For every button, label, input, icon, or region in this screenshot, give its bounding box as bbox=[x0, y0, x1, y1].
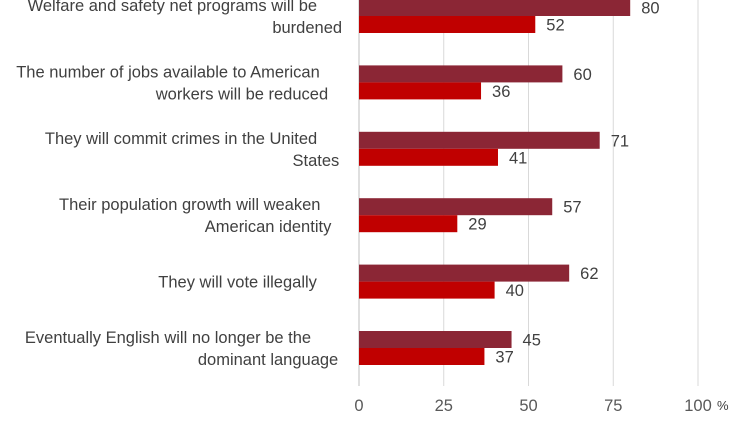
value-label-3-series-1: 29 bbox=[468, 216, 486, 234]
bar-2-series-1 bbox=[359, 148, 498, 166]
value-label-4-series-1: 40 bbox=[506, 282, 524, 300]
bar-2-series-0 bbox=[359, 131, 600, 149]
category-labels: Welfare and safety net programs will be b… bbox=[16, 0, 342, 369]
bar-4-series-0 bbox=[359, 264, 570, 282]
category-label-4: They will vote illegally bbox=[158, 274, 317, 292]
bar-0-series-0 bbox=[359, 0, 631, 16]
x-tick-label-3: 75 bbox=[604, 397, 622, 415]
bar-5-series-1 bbox=[359, 348, 485, 365]
x-tick-label-4: 100 bbox=[684, 397, 712, 415]
value-label-4-series-0: 62 bbox=[580, 265, 598, 283]
bar-5-series-0 bbox=[359, 331, 512, 348]
bar-1-series-1 bbox=[359, 82, 482, 100]
value-label-1-series-0: 60 bbox=[573, 66, 591, 84]
value-label-0-series-0: 80 bbox=[641, 0, 659, 18]
bar-3-series-1 bbox=[359, 215, 458, 233]
value-label-3-series-0: 57 bbox=[563, 199, 581, 217]
category-label-1: The number of jobs available to American… bbox=[16, 63, 328, 103]
value-label-2-series-0: 71 bbox=[611, 132, 629, 150]
x-axis-ticks: 0 25 50 75 100 bbox=[354, 397, 711, 415]
x-tick-label-2: 50 bbox=[519, 397, 537, 415]
value-label-0-series-1: 52 bbox=[546, 17, 564, 35]
category-label-3: Their population growth will weaken Ameri… bbox=[59, 196, 332, 236]
bar-1-series-0 bbox=[359, 65, 563, 83]
category-label-0: Welfare and safety net programs will be b… bbox=[28, 0, 342, 37]
x-tick-label-1: 25 bbox=[435, 397, 453, 415]
value-label-2-series-1: 41 bbox=[509, 149, 527, 167]
bar-0-series-1 bbox=[359, 16, 536, 33]
value-label-5-series-1: 37 bbox=[495, 349, 513, 367]
bars bbox=[359, 0, 631, 365]
value-labels: 80 52 60 36 71 41 57 29 62 40 45 37 bbox=[468, 0, 659, 367]
x-tick-label-0: 0 bbox=[354, 397, 363, 415]
category-label-2: They will commit crimes in the United Sta… bbox=[45, 130, 339, 170]
category-label-5: Eventually English will no longer be the… bbox=[25, 329, 338, 369]
gridlines bbox=[358, 0, 699, 386]
value-label-5-series-0: 45 bbox=[523, 332, 541, 350]
bar-3-series-0 bbox=[359, 198, 553, 216]
x-axis-unit-label: % bbox=[717, 398, 729, 413]
bar-4-series-1 bbox=[359, 281, 495, 299]
value-label-1-series-1: 36 bbox=[492, 83, 510, 101]
